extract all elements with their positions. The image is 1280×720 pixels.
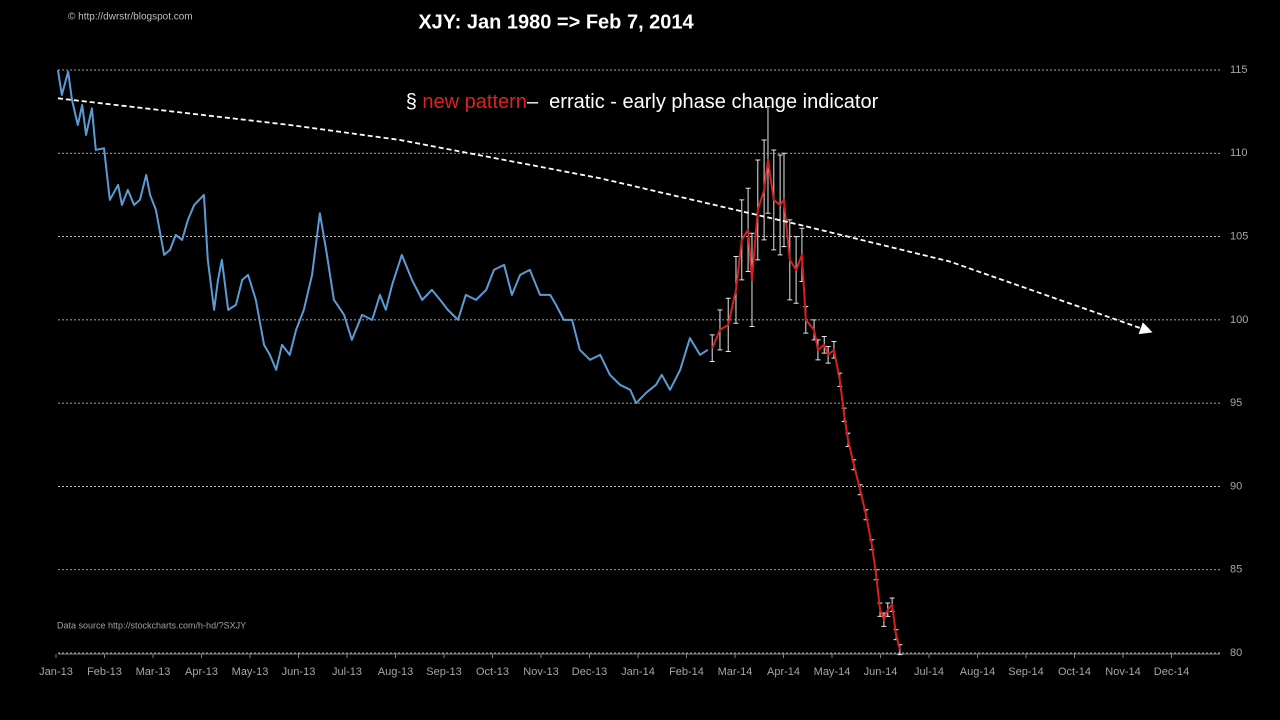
x-tick-label: Mar-13 [136,666,171,678]
x-tick-label: Sep-14 [1008,666,1043,678]
x-tick-label: Oct-13 [476,666,509,678]
x-tick-label: Aug-14 [960,666,995,678]
x-tick-label: May-14 [814,666,851,678]
x-tick-label: Aug-13 [378,666,413,678]
x-tick-label: Nov-14 [1105,666,1140,678]
x-tick-label: Sep-13 [426,666,461,678]
x-tick-label: Jun-13 [282,666,316,678]
annotation-part: new pattern [422,91,527,113]
x-tick-label: Apr-13 [185,666,218,678]
x-tick-label: Jul-13 [332,666,362,678]
x-tick-label: Nov-13 [523,666,558,678]
copyright: © http://dwrstr/blogspot.com [68,12,193,23]
x-tick-label: Apr-14 [767,666,800,678]
y-tick-label: 105 [1230,230,1248,242]
y-tick-label: 100 [1230,314,1248,326]
x-tick-label: May-13 [232,666,269,678]
annotation-part: § [406,91,423,113]
x-tick-label: Jul-14 [914,666,944,678]
x-tick-label: Mar-14 [718,666,753,678]
x-tick-label: Feb-13 [87,666,122,678]
chart-title: XJY: Jan 1980 => Feb 7, 2014 [418,11,694,33]
price-line [56,69,709,405]
x-tick-label: Jan-13 [39,666,73,678]
y-tick-label: 80 [1230,647,1242,659]
annotation-part: – erratic - early phase change indicator [527,91,879,113]
y-tick-label: 110 [1230,147,1248,159]
y-tick-label: 90 [1230,480,1242,492]
y-tick-label: 95 [1230,397,1242,409]
x-tick-label: Dec-13 [572,666,607,678]
y-tick-label: 85 [1230,564,1242,576]
x-tick-label: Dec-14 [1154,666,1189,678]
y-tick-label: 115 [1230,64,1248,76]
x-tick-label: Feb-14 [669,666,704,678]
trend-line [57,97,1153,335]
error-bar [709,334,715,362]
x-tick-label: Jun-14 [864,666,898,678]
annotation: § new pattern– erratic - early phase cha… [406,91,879,113]
x-tick-label: Jan-14 [621,666,655,678]
price-line [711,158,901,650]
data-source: Data source http://stockcharts.com/h-hd/… [57,620,246,630]
x-tick-label: Oct-14 [1058,666,1091,678]
